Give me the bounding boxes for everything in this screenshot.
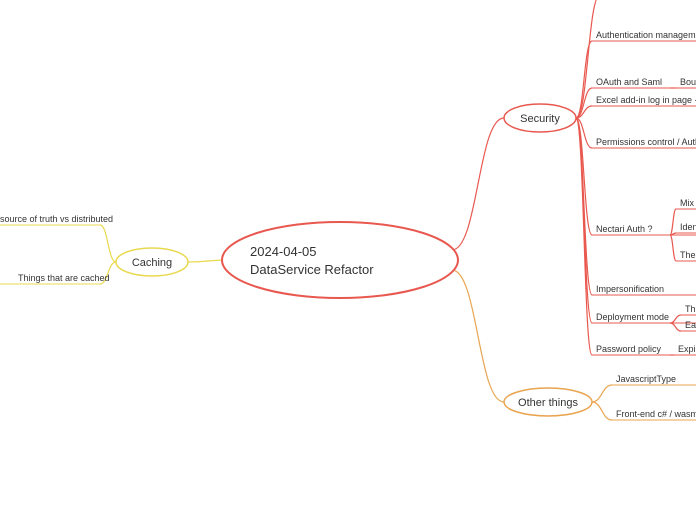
security-leaf-4-sub-0: Mix Da xyxy=(680,198,696,208)
security-leaf-4-sub-2: There r xyxy=(680,250,696,260)
security-leaf-3[interactable]: Permissions control / Author xyxy=(596,137,696,147)
security-leaf-7-sub: Expi xyxy=(678,344,696,354)
security-leaf-1-sub: Bou xyxy=(680,77,696,87)
security-leaf-6-sub-0: Th xyxy=(685,304,696,314)
security-leaf-4-sub-1: Identi xyxy=(680,222,696,232)
security-leaf-2[interactable]: Excel add-in log in page - use xyxy=(596,95,696,105)
root-node[interactable] xyxy=(222,222,458,298)
security-leaf-0[interactable]: Authentication management xyxy=(596,30,696,40)
caching-leaf-1[interactable]: Things that are cached xyxy=(18,273,110,283)
security-leaf-6-sub-1: Ea xyxy=(685,320,696,330)
security-leaf-6[interactable]: Deployment mode xyxy=(596,312,669,322)
security-leaf-5[interactable]: Impersonification xyxy=(596,284,664,294)
other-things-label: Other things xyxy=(518,397,578,409)
other-things-leaf-1[interactable]: Front-end c# / wasm xyxy=(616,409,696,419)
security-leaf-1[interactable]: OAuth and Saml xyxy=(596,77,662,87)
other-things-leaf-0[interactable]: JavascriptType xyxy=(616,374,676,384)
caching-leaf-0[interactable]: source of truth vs distributed xyxy=(0,214,113,224)
caching-label: Caching xyxy=(132,257,172,269)
security-leaf-4[interactable]: Nectari Auth ? xyxy=(596,224,653,234)
mindmap-canvas: 2024-04-05DataService RefactorCachingSec… xyxy=(0,0,696,520)
security-label: Security xyxy=(520,113,560,125)
security-leaf-7[interactable]: Password policy xyxy=(596,344,662,354)
